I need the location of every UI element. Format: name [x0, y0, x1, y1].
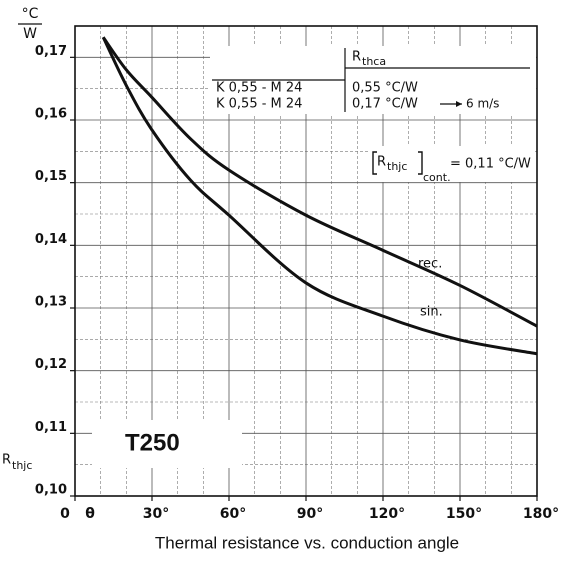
x-tick-label: 90°: [297, 506, 323, 522]
table-cell: K 0,55 - M 24: [216, 97, 302, 112]
chart-title: Thermal resistance vs. conduction angle: [155, 533, 459, 552]
series-label: sin.: [420, 305, 443, 320]
note-box: [368, 146, 534, 182]
y-tick-label: 0,17: [35, 44, 67, 59]
y-unit-bottom: W: [23, 26, 37, 42]
device-box: [92, 420, 242, 468]
x-tick-label: 150°: [446, 506, 482, 522]
table-cell: 0,17 °C/W: [352, 97, 418, 112]
note-value: = 0,11 °C/W: [450, 157, 531, 172]
table-cell: 6 m/s: [466, 97, 499, 111]
table-cell: K 0,55 - M 24: [216, 81, 302, 96]
y-tick-label: 0,15: [35, 169, 67, 184]
bracket: [372, 151, 423, 175]
x-tick-label: 0: [60, 506, 70, 522]
y-tick-label: 0,11: [35, 420, 67, 435]
curve: [101, 36, 538, 356]
y-tick-label: 0,12: [35, 357, 67, 372]
y-tick-label: 0,13: [35, 295, 67, 310]
curve: [102, 36, 538, 328]
y-axis-label-sub: thjc: [12, 459, 32, 472]
note-sub: thjc: [387, 160, 407, 173]
note-main: R: [377, 155, 386, 170]
note-sub2: cont.: [423, 171, 451, 184]
y-unit-top: °C: [22, 6, 39, 22]
y-axis-label: R: [2, 453, 11, 468]
x-tick-label: 120°: [369, 506, 405, 522]
device-label: T250: [125, 429, 180, 456]
x-axis-label: θ: [85, 506, 95, 522]
x-tick-label: 180°: [523, 506, 559, 522]
y-tick-label: 0,16: [35, 107, 67, 122]
series-label: rec.: [418, 257, 442, 272]
y-tick-label: 0,14: [35, 232, 67, 247]
table-header-sub: thca: [362, 55, 386, 68]
table-header: R: [352, 50, 361, 65]
x-tick-label: 30°: [143, 506, 169, 522]
table-cell: 0,55 °C/W: [352, 81, 418, 96]
x-tick-label: 60°: [220, 506, 246, 522]
arrow-head: [456, 101, 462, 107]
y-tick-label: 0,10: [35, 483, 67, 498]
